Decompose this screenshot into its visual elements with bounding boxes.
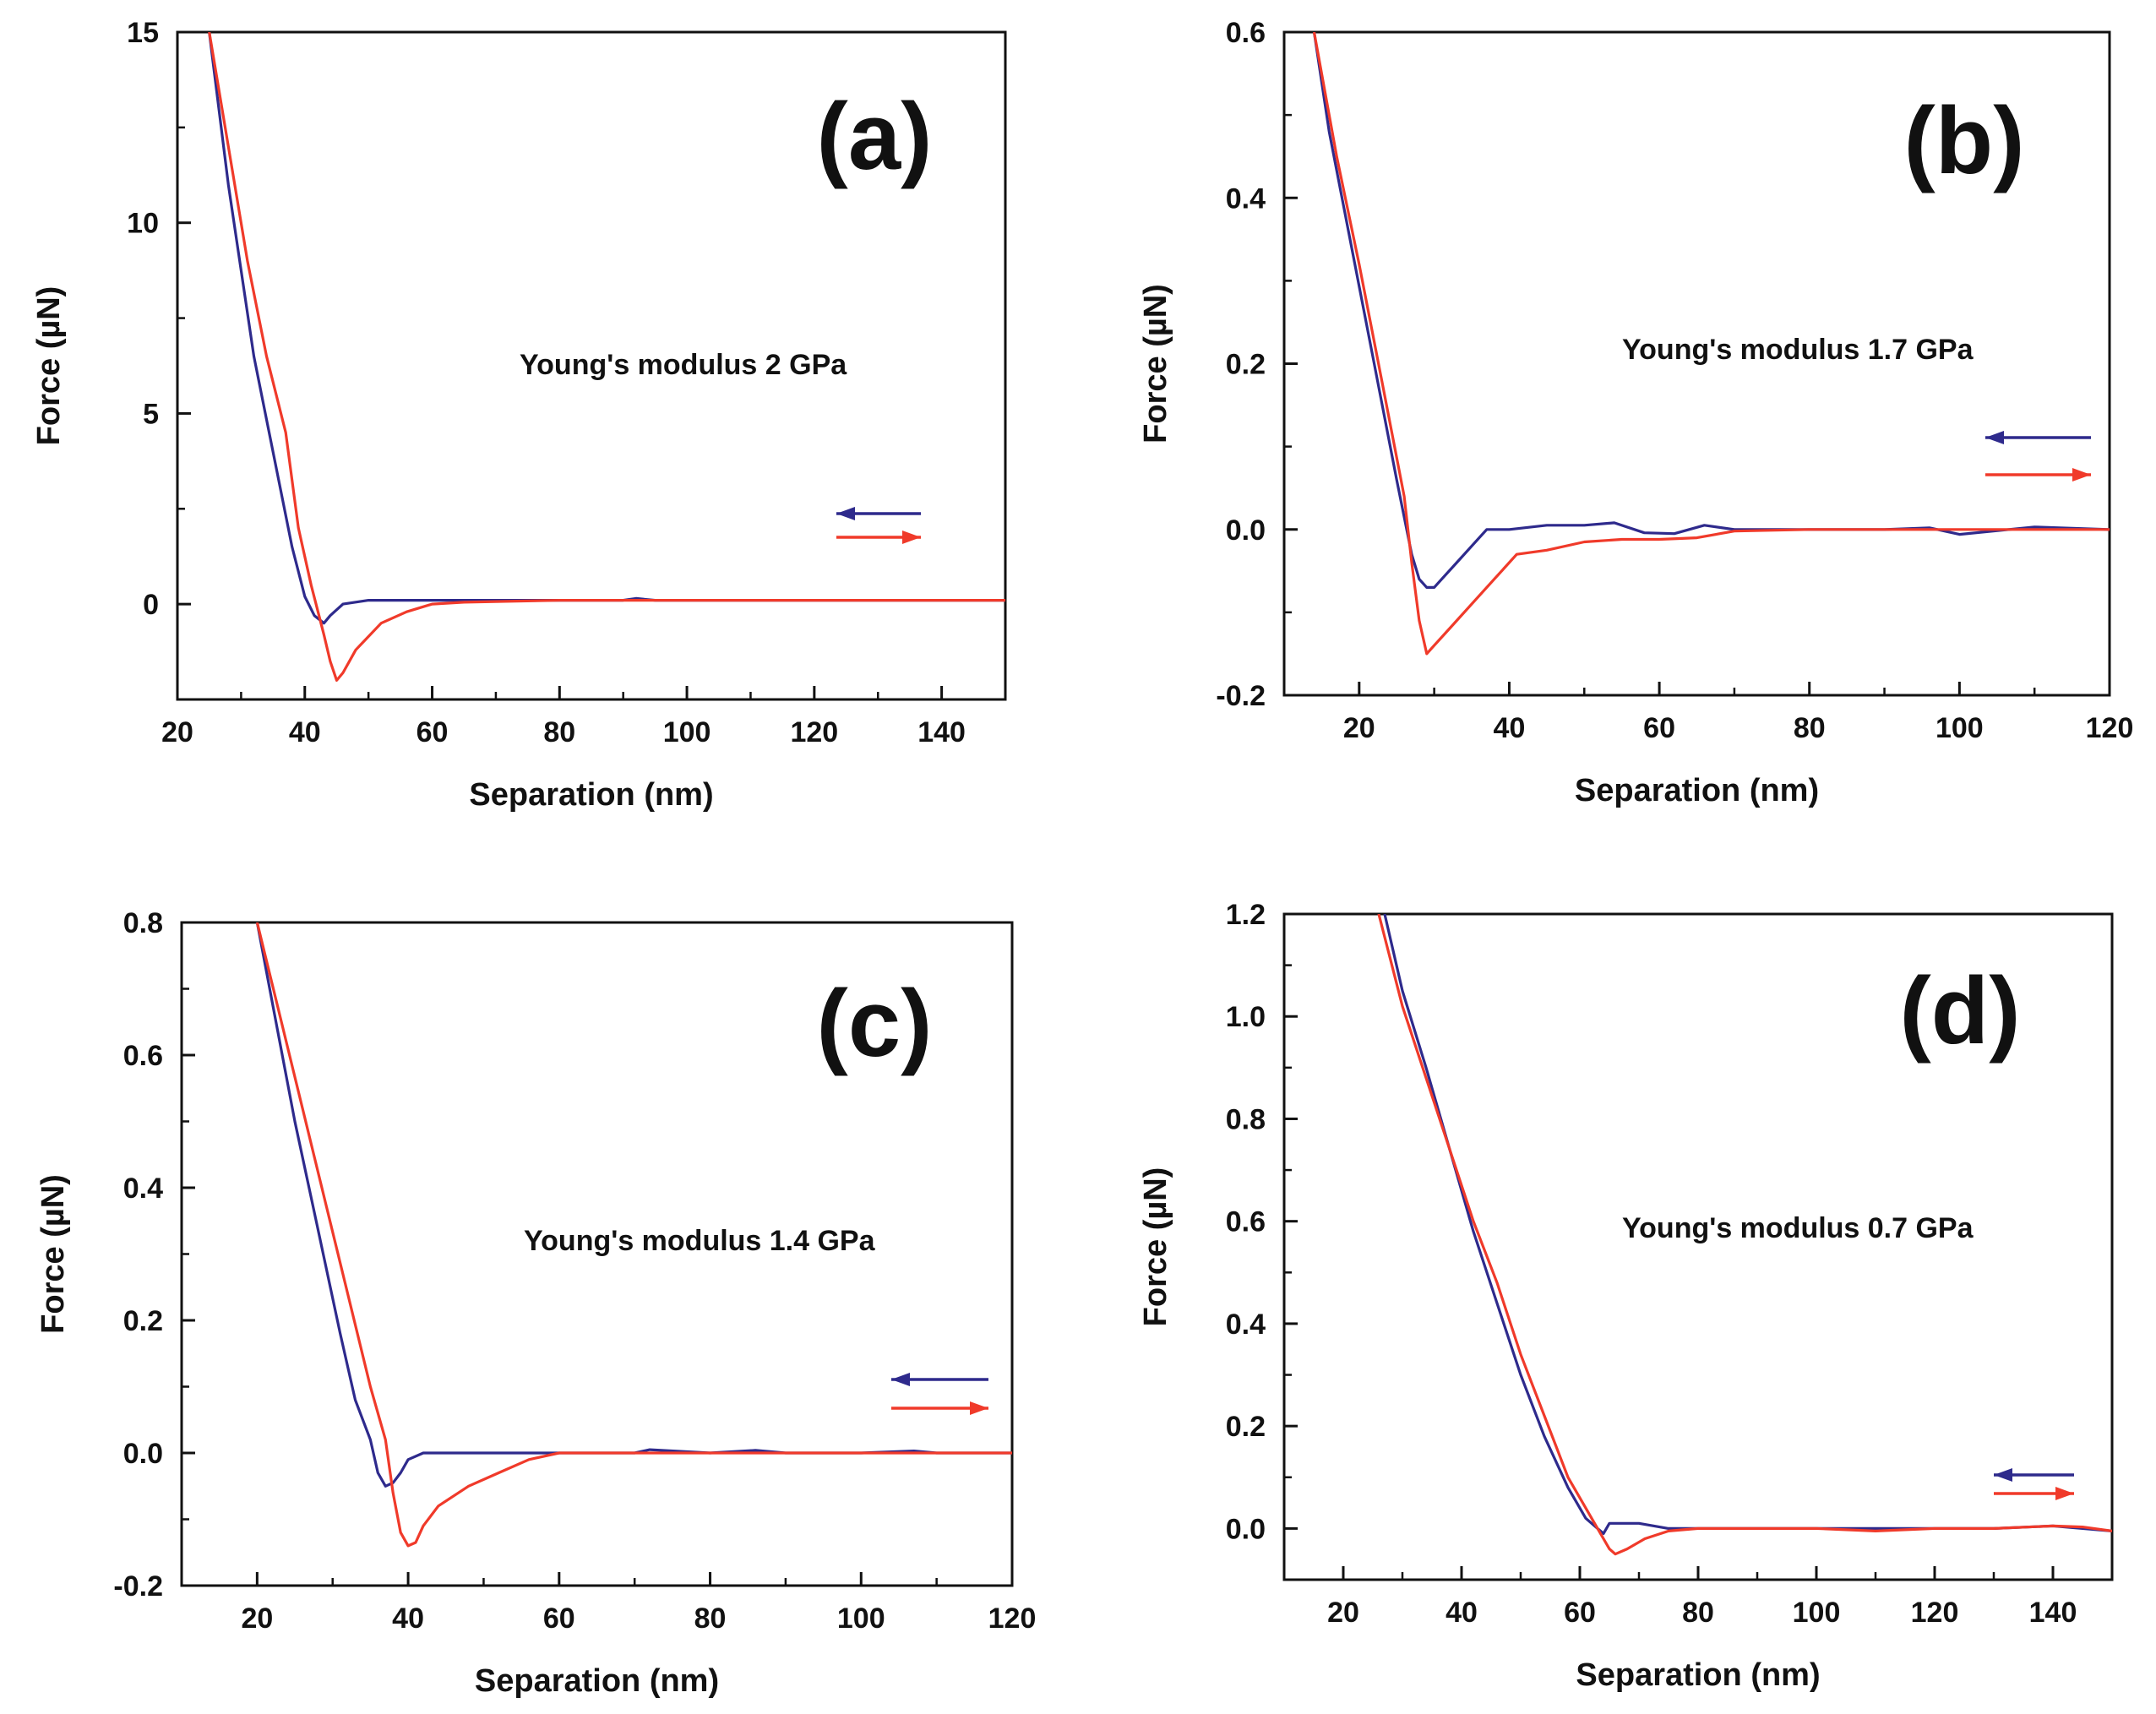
modulus-annotation: Young's modulus 2 GPa <box>520 349 847 381</box>
y-tick-label: 0.6 <box>123 1040 163 1072</box>
plot-frame <box>176 30 1007 701</box>
series-line-retract <box>1312 32 2110 656</box>
x-tick-label: 80 <box>543 716 575 748</box>
modulus-annotation: Young's modulus 0.7 GPa <box>1622 1212 1974 1244</box>
x-tick-label: 20 <box>161 716 193 748</box>
x-tick-label: 20 <box>241 1602 273 1635</box>
series-line-retract <box>208 32 1005 683</box>
y-tick-label: 1.0 <box>1226 1001 1266 1033</box>
x-tick-label: 60 <box>416 716 449 748</box>
x-tick-label: 60 <box>1564 1597 1596 1629</box>
modulus-annotation: Young's modulus 1.7 GPa <box>1622 334 1974 366</box>
panel-label: (a) <box>817 84 933 189</box>
y-tick-label: 0.4 <box>1226 1309 1266 1341</box>
x-tick-label: 60 <box>1643 712 1675 744</box>
y-tick-label: 0.6 <box>1226 1206 1266 1238</box>
x-tick-label: 80 <box>694 1602 727 1635</box>
y-tick-label: 15 <box>127 17 159 49</box>
x-tick-label: 40 <box>1446 1597 1478 1629</box>
y-tick-label: 0.8 <box>1226 1103 1266 1135</box>
y-tick-label: 5 <box>143 398 159 430</box>
y-tick-label: 0.2 <box>1226 1411 1266 1443</box>
y-axis-title: Force (µN) <box>31 286 67 446</box>
x-tick-label: 100 <box>663 716 711 748</box>
panel-label: (b) <box>1903 88 2024 193</box>
x-tick-label: 140 <box>2029 1597 2077 1629</box>
x-tick-label: 80 <box>1794 712 1826 744</box>
x-tick-label: 140 <box>917 716 966 748</box>
y-tick-label: 0.8 <box>123 907 163 939</box>
panel-a: 20 40 60 80 100 120 140 0 5 10 15 Separation (nm) Fo… <box>31 17 1007 813</box>
panel-label: (c) <box>817 971 933 1076</box>
series-line-retract <box>255 922 1012 1548</box>
series-line-retract <box>1377 914 2112 1556</box>
y-tick-label: 0.2 <box>123 1305 163 1337</box>
x-tick-label: 120 <box>2086 712 2134 744</box>
y-tick-label: -0.2 <box>1216 680 1266 712</box>
x-tick-label: 20 <box>1327 1597 1359 1629</box>
y-tick-label: 0.4 <box>123 1173 163 1205</box>
legend-arrowhead-approach <box>1994 1468 2012 1482</box>
panel-label: (d) <box>1899 958 2020 1064</box>
y-tick-label: 0.6 <box>1226 17 1266 49</box>
x-tick-label: 80 <box>1682 1597 1714 1629</box>
x-tick-label: 100 <box>1936 712 1984 744</box>
x-axis-title: Separation (nm) <box>475 1663 719 1699</box>
x-tick-label: 60 <box>543 1602 575 1635</box>
x-tick-label: 100 <box>837 1602 885 1635</box>
modulus-annotation: Young's modulus 1.4 GPa <box>524 1225 876 1257</box>
x-tick-label: 120 <box>1911 1597 1959 1629</box>
panel-d: 20 40 60 80 100 120 140 0.0 0.2 0.4 0.6 0.8 1.0 1.2 Se… <box>1138 899 2114 1693</box>
x-axis-title: Separation (nm) <box>1575 773 1819 808</box>
x-axis-title: Separation (nm) <box>469 777 713 813</box>
legend-arrowhead-approach <box>1985 431 2004 444</box>
y-tick-label: 0.0 <box>1226 1513 1266 1545</box>
legend-arrowhead-approach <box>891 1373 910 1386</box>
x-tick-label: 100 <box>1793 1597 1841 1629</box>
y-tick-label: 0.4 <box>1226 182 1266 215</box>
y-tick-label: -0.2 <box>113 1570 163 1602</box>
x-tick-label: 20 <box>1343 712 1375 744</box>
legend-arrowhead-approach <box>836 507 855 520</box>
y-tick-label: 0.0 <box>123 1438 163 1470</box>
legend-arrowhead-retract <box>970 1401 988 1415</box>
x-axis-title: Separation (nm) <box>1576 1657 1820 1693</box>
y-axis-title: Force (µN) <box>35 1174 71 1334</box>
y-tick-label: 1.2 <box>1226 899 1266 931</box>
y-tick-label: 0.0 <box>1226 514 1266 547</box>
x-tick-label: 40 <box>289 716 321 748</box>
y-axis-title: Force (µN) <box>1138 1167 1173 1327</box>
y-tick-label: 0 <box>143 589 159 621</box>
legend-arrowhead-retract <box>2055 1487 2074 1500</box>
x-tick-label: 120 <box>988 1602 1037 1635</box>
panel-b: 20 40 60 80 100 120 -0.2 0.0 0.2 0.4 0.6 Separation… <box>1138 17 2133 808</box>
y-tick-label: 0.2 <box>1226 349 1266 381</box>
legend-arrowhead-retract <box>2072 468 2091 482</box>
x-tick-label: 40 <box>1494 712 1526 744</box>
legend-arrowhead-retract <box>902 531 921 544</box>
y-tick-label: 10 <box>127 208 159 240</box>
panel-c: 20 40 60 80 100 120 -0.2 0.0 0.2 0.4 0.6 0.8 Separat… <box>35 907 1036 1699</box>
x-tick-label: 40 <box>392 1602 424 1635</box>
y-axis-title: Force (µN) <box>1138 284 1173 443</box>
x-tick-label: 120 <box>790 716 838 748</box>
